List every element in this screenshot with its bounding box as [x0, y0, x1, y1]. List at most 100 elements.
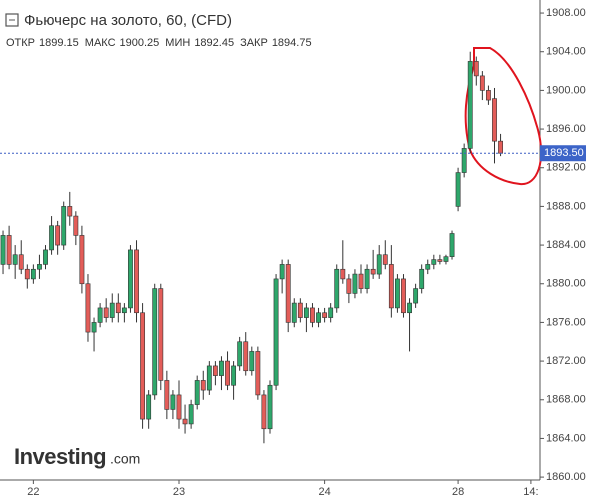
candle-body [170, 394, 176, 410]
logo: Investing [14, 444, 106, 469]
candle-body [467, 61, 473, 149]
candle-body [225, 360, 230, 386]
candle-body [370, 268, 376, 275]
last-price-box [540, 145, 586, 162]
candle-body [492, 98, 497, 142]
candle-body [461, 148, 467, 173]
candle-body [18, 254, 24, 270]
candle-body [121, 307, 127, 314]
candle-body [413, 288, 419, 304]
candle-body [255, 351, 261, 396]
y-tick-label: 1900.00 [546, 84, 586, 96]
candle-body [6, 235, 12, 265]
candle-body [85, 283, 91, 333]
candle-body [206, 365, 212, 391]
candle-body [146, 394, 152, 420]
y-tick-label: 1904.00 [546, 46, 586, 58]
candle-body [109, 302, 115, 318]
candle-body [364, 268, 370, 289]
legend-label: МАКС [85, 37, 116, 49]
candle-body [176, 394, 182, 420]
candle-body [498, 140, 503, 154]
candle-body [437, 259, 443, 262]
candle-body [79, 235, 85, 285]
candle-body [231, 365, 237, 386]
candle-body [376, 254, 382, 275]
y-tick-label: 1884.00 [546, 239, 586, 251]
candle-body [134, 249, 139, 314]
candle-body [128, 249, 133, 309]
candle-body [443, 256, 449, 262]
candle-body [479, 75, 485, 91]
candle-body [164, 380, 170, 410]
y-tick-label: 1876.00 [546, 316, 586, 328]
candle-body [273, 278, 279, 386]
highlight-circle [464, 47, 543, 186]
candle-body [297, 302, 303, 318]
y-tick-label: 1872.00 [546, 355, 586, 367]
candle-body [152, 288, 158, 396]
y-tick-label: 1860.00 [546, 471, 586, 483]
candle-body [61, 206, 67, 246]
candle-body [140, 312, 146, 420]
y-tick-label: 1896.00 [546, 123, 586, 135]
candle-body [261, 394, 267, 430]
candle-body [455, 172, 461, 207]
candle-body [158, 288, 164, 381]
candle-body [401, 278, 406, 314]
candle-body [358, 273, 364, 289]
legend-label: ЗАКР [240, 37, 268, 49]
legend-value: 1899.15 [39, 37, 79, 49]
candle-body [291, 302, 297, 323]
candle-body [279, 264, 285, 280]
candle-body [12, 254, 18, 265]
candle-body [486, 90, 491, 101]
candle-body [237, 341, 243, 367]
candle-body [249, 351, 255, 372]
candle-body [316, 312, 321, 323]
candle-body [419, 268, 425, 289]
candle-body [340, 268, 346, 280]
y-tick-label: 1888.00 [546, 200, 586, 212]
x-tick-label: 23 [173, 486, 185, 498]
candle-body [37, 264, 42, 270]
candle-body [285, 264, 291, 323]
candle-body [473, 61, 479, 77]
ohlc-legend: ОТКР 1899.15 МАКС 1900.25 МИН 1892.45 ЗАКР 1894… [6, 37, 312, 49]
x-tick-label: 28 [452, 486, 464, 498]
x-tick-label: 24 [318, 486, 330, 498]
y-tick-label: 1892.00 [546, 162, 586, 174]
candle-body [103, 307, 109, 318]
candle-body [388, 264, 394, 309]
candle-body [303, 307, 309, 318]
candle-body [322, 312, 328, 318]
legend-value: 1894.75 [272, 37, 312, 49]
candle-body [334, 268, 340, 309]
candle-body [382, 254, 388, 265]
candle-body [394, 278, 400, 309]
candle-body [200, 380, 206, 391]
candle-body [91, 322, 97, 333]
candle-body [407, 302, 412, 314]
candle-body [24, 268, 30, 280]
legend-label: ОТКР [6, 37, 35, 49]
candle-body [0, 235, 6, 265]
candle-body [97, 307, 103, 323]
y-tick-label: 1880.00 [546, 278, 586, 290]
candle-body [43, 249, 48, 265]
legend-value: 1900.25 [120, 37, 160, 49]
candle-body [188, 404, 194, 425]
candle-body [431, 259, 437, 265]
candle-body [243, 341, 249, 372]
candle-body [115, 302, 121, 314]
candle-body [194, 380, 200, 405]
collapse-icon[interactable] [5, 13, 19, 27]
candle-body [55, 225, 61, 246]
candle-body [73, 215, 79, 236]
candle-body [352, 273, 358, 294]
y-tick-label: 1908.00 [546, 7, 586, 19]
candle-body [328, 307, 334, 318]
x-tick-label: 22 [27, 486, 39, 498]
